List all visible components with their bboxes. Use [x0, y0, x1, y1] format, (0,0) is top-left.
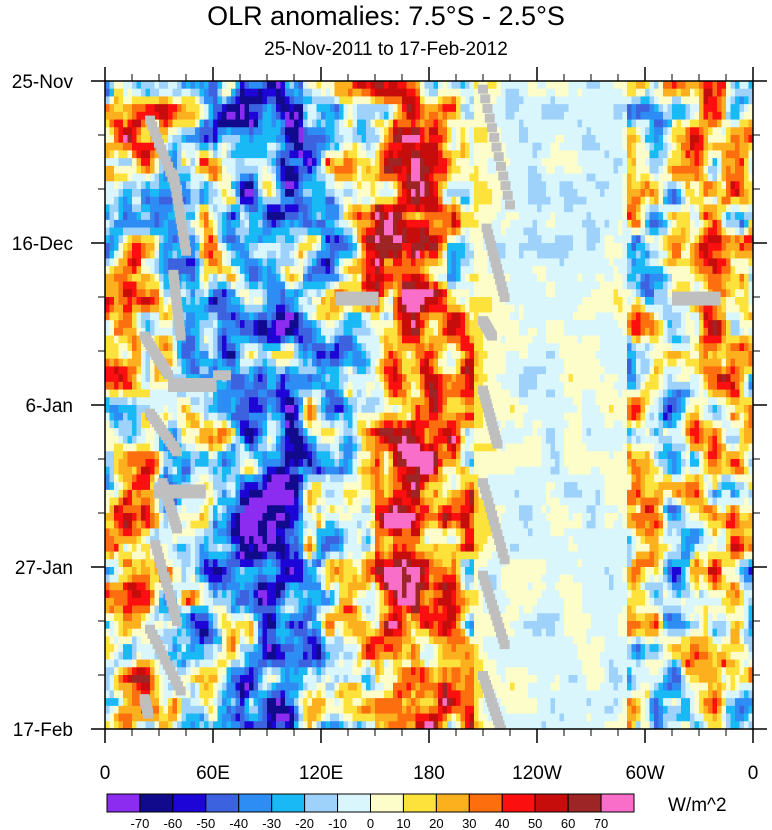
- colorbar: -70 -60 -50 -40 -30 -20 -10 0 10 20 30 40 50 60 70: [106, 793, 635, 830]
- x-tick-label: 0: [100, 763, 111, 784]
- colorbar-swatch: [600, 793, 635, 813]
- colorbar-swatch: [172, 793, 207, 813]
- colorbar-label: 20: [429, 816, 443, 830]
- colorbar-label: -30: [262, 816, 281, 830]
- colorbar-label: 0: [367, 816, 374, 830]
- colorbar-units: W/m^2: [668, 795, 727, 816]
- y-tick-label: 27-Jan: [15, 558, 73, 579]
- colorbar-label: 50: [528, 816, 542, 830]
- colorbar-label: -10: [328, 816, 347, 830]
- colorbar-swatch: [304, 793, 339, 813]
- x-tick-label: 60W: [625, 763, 664, 784]
- colorbar-swatch: [534, 793, 569, 813]
- anomaly-field: [105, 81, 753, 729]
- y-tick-label: 16-Dec: [12, 234, 73, 255]
- x-tick-label: 60E: [196, 763, 230, 784]
- colorbar-swatch: [402, 793, 437, 813]
- colorbar-label: -50: [196, 816, 215, 830]
- missing-data-overlay: [139, 84, 721, 729]
- colorbar-swatch: [370, 793, 404, 813]
- chart-subtitle: 25-Nov-2011 to 17-Feb-2012: [264, 39, 508, 60]
- x-tick-label: 120W: [512, 763, 562, 784]
- colorbar-label: -40: [229, 816, 248, 830]
- y-tick-label: 25-Nov: [12, 72, 74, 93]
- colorbar-swatch: [271, 793, 306, 813]
- colorbar-label: 60: [561, 816, 575, 830]
- y-tick-label: 6-Jan: [25, 396, 73, 417]
- x-tick-label: 180: [413, 763, 445, 784]
- colorbar-swatch: [337, 793, 371, 813]
- y-tick-label: 17-Feb: [13, 720, 73, 741]
- colorbar-swatch: [238, 793, 273, 813]
- colorbar-swatch: [139, 793, 174, 813]
- colorbar-label: 30: [462, 816, 476, 830]
- colorbar-label: -70: [131, 816, 150, 830]
- axes: 0 60E 120E 180 120W 60W 0 25-Nov 16-Dec 6-Jan 27-J…: [12, 67, 767, 784]
- colorbar-label: 70: [594, 816, 608, 830]
- colorbar-swatch: [567, 793, 602, 813]
- x-tick-label: 0: [748, 763, 759, 784]
- colorbar-swatch: [205, 793, 240, 813]
- colorbar-label: 10: [396, 816, 410, 830]
- colorbar-label: -20: [295, 816, 314, 830]
- colorbar-swatch: [106, 793, 141, 813]
- colorbar-swatch: [501, 793, 536, 813]
- colorbar-label: 40: [495, 816, 509, 830]
- colorbar-label: -60: [163, 816, 182, 830]
- x-tick-label: 120E: [299, 763, 343, 784]
- colorbar-swatch: [468, 793, 503, 813]
- chart-title: OLR anomalies: 7.5°S - 2.5°S: [207, 1, 565, 31]
- colorbar-swatch: [435, 793, 470, 813]
